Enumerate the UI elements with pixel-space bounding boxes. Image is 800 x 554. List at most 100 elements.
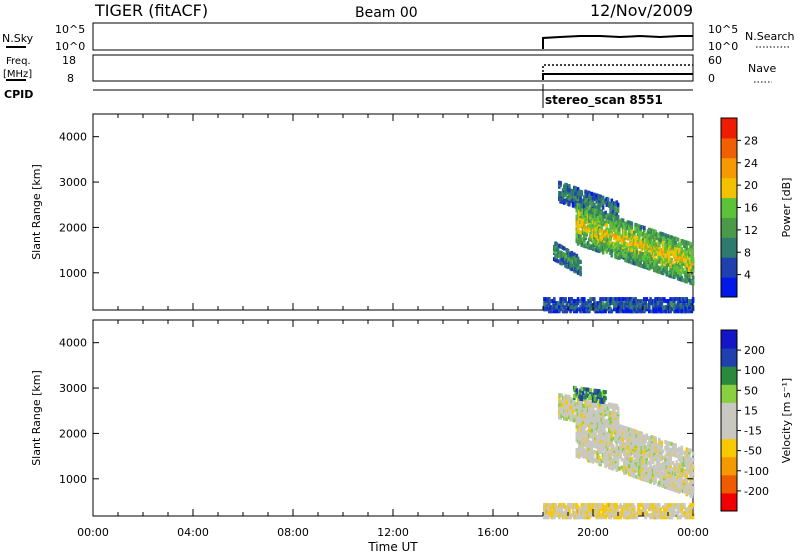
echo-cell	[590, 234, 594, 239]
echo-cell	[665, 452, 669, 457]
echo-cell	[590, 449, 594, 454]
echo-cell	[610, 458, 614, 463]
echo-cell	[641, 252, 645, 256]
echo-cell	[588, 413, 591, 418]
echo-cell	[589, 409, 592, 414]
echo-cell	[654, 436, 657, 441]
echo-cell	[633, 507, 636, 512]
echo-cell	[660, 297, 664, 302]
colorbar-tick-label: 12	[744, 224, 758, 237]
echo-cell	[616, 410, 620, 415]
echo-cell	[671, 461, 675, 465]
echo-cell	[583, 387, 586, 392]
cpid-label: CPID	[4, 88, 33, 101]
echo-cell	[609, 236, 612, 241]
freq-tick-high: 18	[62, 54, 76, 67]
y-tick-label: 4000	[59, 337, 87, 350]
echo-cell	[661, 461, 665, 466]
echo-cell	[691, 279, 695, 284]
echo-cell	[613, 301, 616, 306]
echo-cell	[623, 442, 626, 446]
echo-cell	[599, 395, 602, 400]
echo-cell	[624, 221, 627, 226]
echo-cell	[691, 451, 695, 456]
echo-cell	[583, 305, 586, 310]
echo-cell	[648, 475, 651, 480]
echo-cell	[585, 208, 589, 212]
echo-cell	[589, 388, 592, 393]
echo-cell	[616, 414, 620, 419]
echo-cell	[629, 503, 632, 508]
echo-cell	[615, 443, 619, 448]
echo-cell	[648, 309, 651, 314]
echo-cell	[599, 194, 602, 199]
echo-cell	[665, 268, 669, 273]
echo-cell	[625, 442, 629, 447]
echo-cell	[599, 446, 602, 450]
echo-cell	[654, 229, 657, 234]
echo-cell	[670, 307, 674, 312]
echo-cell	[656, 267, 660, 272]
echo-cell	[618, 305, 621, 310]
nsearch-tick-high: 10^5	[708, 23, 738, 36]
echo-cell	[588, 515, 591, 520]
echo-cell	[558, 305, 561, 310]
colorbar-tick-label: 24	[744, 157, 758, 170]
echo-cell	[664, 253, 667, 258]
echo-cell	[603, 214, 606, 219]
echo-cell	[691, 281, 695, 286]
date-title: 12/Nov/2009	[590, 1, 693, 20]
echo-cell	[690, 254, 694, 259]
echo-cell	[649, 463, 652, 468]
echo-cell	[589, 297, 592, 302]
echo-cell	[580, 190, 584, 195]
echo-cell	[578, 432, 581, 437]
echo-cell	[624, 450, 627, 455]
echo-cell	[586, 241, 590, 246]
echo-cell	[635, 430, 639, 434]
echo-cell	[636, 299, 640, 304]
echo-cell	[578, 410, 581, 414]
echo-cell	[616, 509, 620, 514]
echo-cell	[689, 242, 692, 246]
echo-cell	[669, 239, 672, 244]
echo-cell	[601, 513, 605, 518]
echo-cell	[640, 431, 644, 436]
echo-cell	[669, 464, 672, 469]
echo-cell	[669, 468, 672, 473]
echo-cell	[644, 465, 647, 470]
echo-cell	[580, 415, 584, 419]
echo-cell	[626, 435, 630, 440]
echo-cell	[633, 301, 636, 306]
echo-cell	[573, 198, 576, 202]
echo-cell	[580, 206, 584, 211]
echo-cell	[690, 273, 694, 278]
echo-cell	[689, 467, 692, 472]
echo-cell	[666, 234, 670, 239]
echo-cell	[610, 513, 614, 518]
echo-cell	[558, 409, 561, 414]
echo-cell	[588, 507, 591, 512]
echo-cell	[618, 231, 621, 236]
echo-cell	[576, 262, 580, 267]
echo-cell	[605, 438, 609, 442]
echo-cell	[683, 450, 686, 455]
echo-cell	[636, 307, 640, 312]
echo-cell	[605, 301, 609, 306]
echo-cell	[681, 261, 685, 266]
echo-cell	[621, 218, 625, 223]
colorbar-tick-label: -100	[744, 465, 769, 478]
echo-cell	[614, 459, 617, 464]
echo-cell	[609, 417, 612, 421]
echo-cell	[598, 511, 601, 516]
echo-cell	[685, 490, 689, 495]
echo-cell	[665, 260, 669, 265]
echo-cell	[611, 233, 615, 238]
y-tick-label: 3000	[59, 382, 87, 395]
echo-cell	[690, 475, 694, 480]
echo-cell	[570, 297, 574, 302]
echo-cell	[580, 423, 584, 428]
echo-cell	[614, 418, 617, 422]
echo-cell	[564, 186, 567, 191]
echo-cell	[593, 297, 596, 302]
